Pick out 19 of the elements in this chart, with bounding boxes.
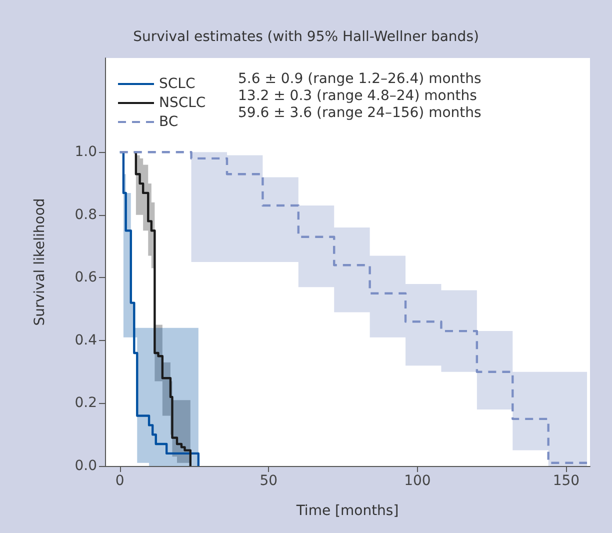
y-axis-title: Survival likelihood [32, 198, 48, 326]
y-tick-label: 1.0 [74, 144, 97, 160]
x-tick-label: 150 [552, 473, 580, 489]
x-tick-label: 0 [115, 473, 124, 489]
annotation: 59.6 ± 3.6 (range 24–156) months [238, 105, 482, 121]
y-tick-label: 0.4 [74, 332, 98, 348]
y-tick-label: 0.8 [74, 206, 97, 223]
x-tick-label: 50 [260, 473, 278, 489]
legend-label: BC [159, 114, 178, 130]
legend-label: SCLC [159, 76, 196, 92]
x-tick-label: 100 [404, 473, 431, 489]
chart-title: Survival estimates (with 95% Hall-Wellner bands) [133, 29, 479, 45]
annotation: 5.6 ± 0.9 (range 1.2–26.4) months [238, 71, 482, 87]
y-tick-label: 0.2 [74, 395, 97, 412]
y-tick-label: 0.0 [74, 458, 97, 474]
annotation: 13.2 ± 0.3 (range 4.8–24) months [238, 88, 477, 104]
legend-label: NSCLC [159, 95, 206, 111]
x-axis-title: Time [months] [295, 503, 399, 519]
y-tick-label: 0.6 [74, 270, 98, 286]
